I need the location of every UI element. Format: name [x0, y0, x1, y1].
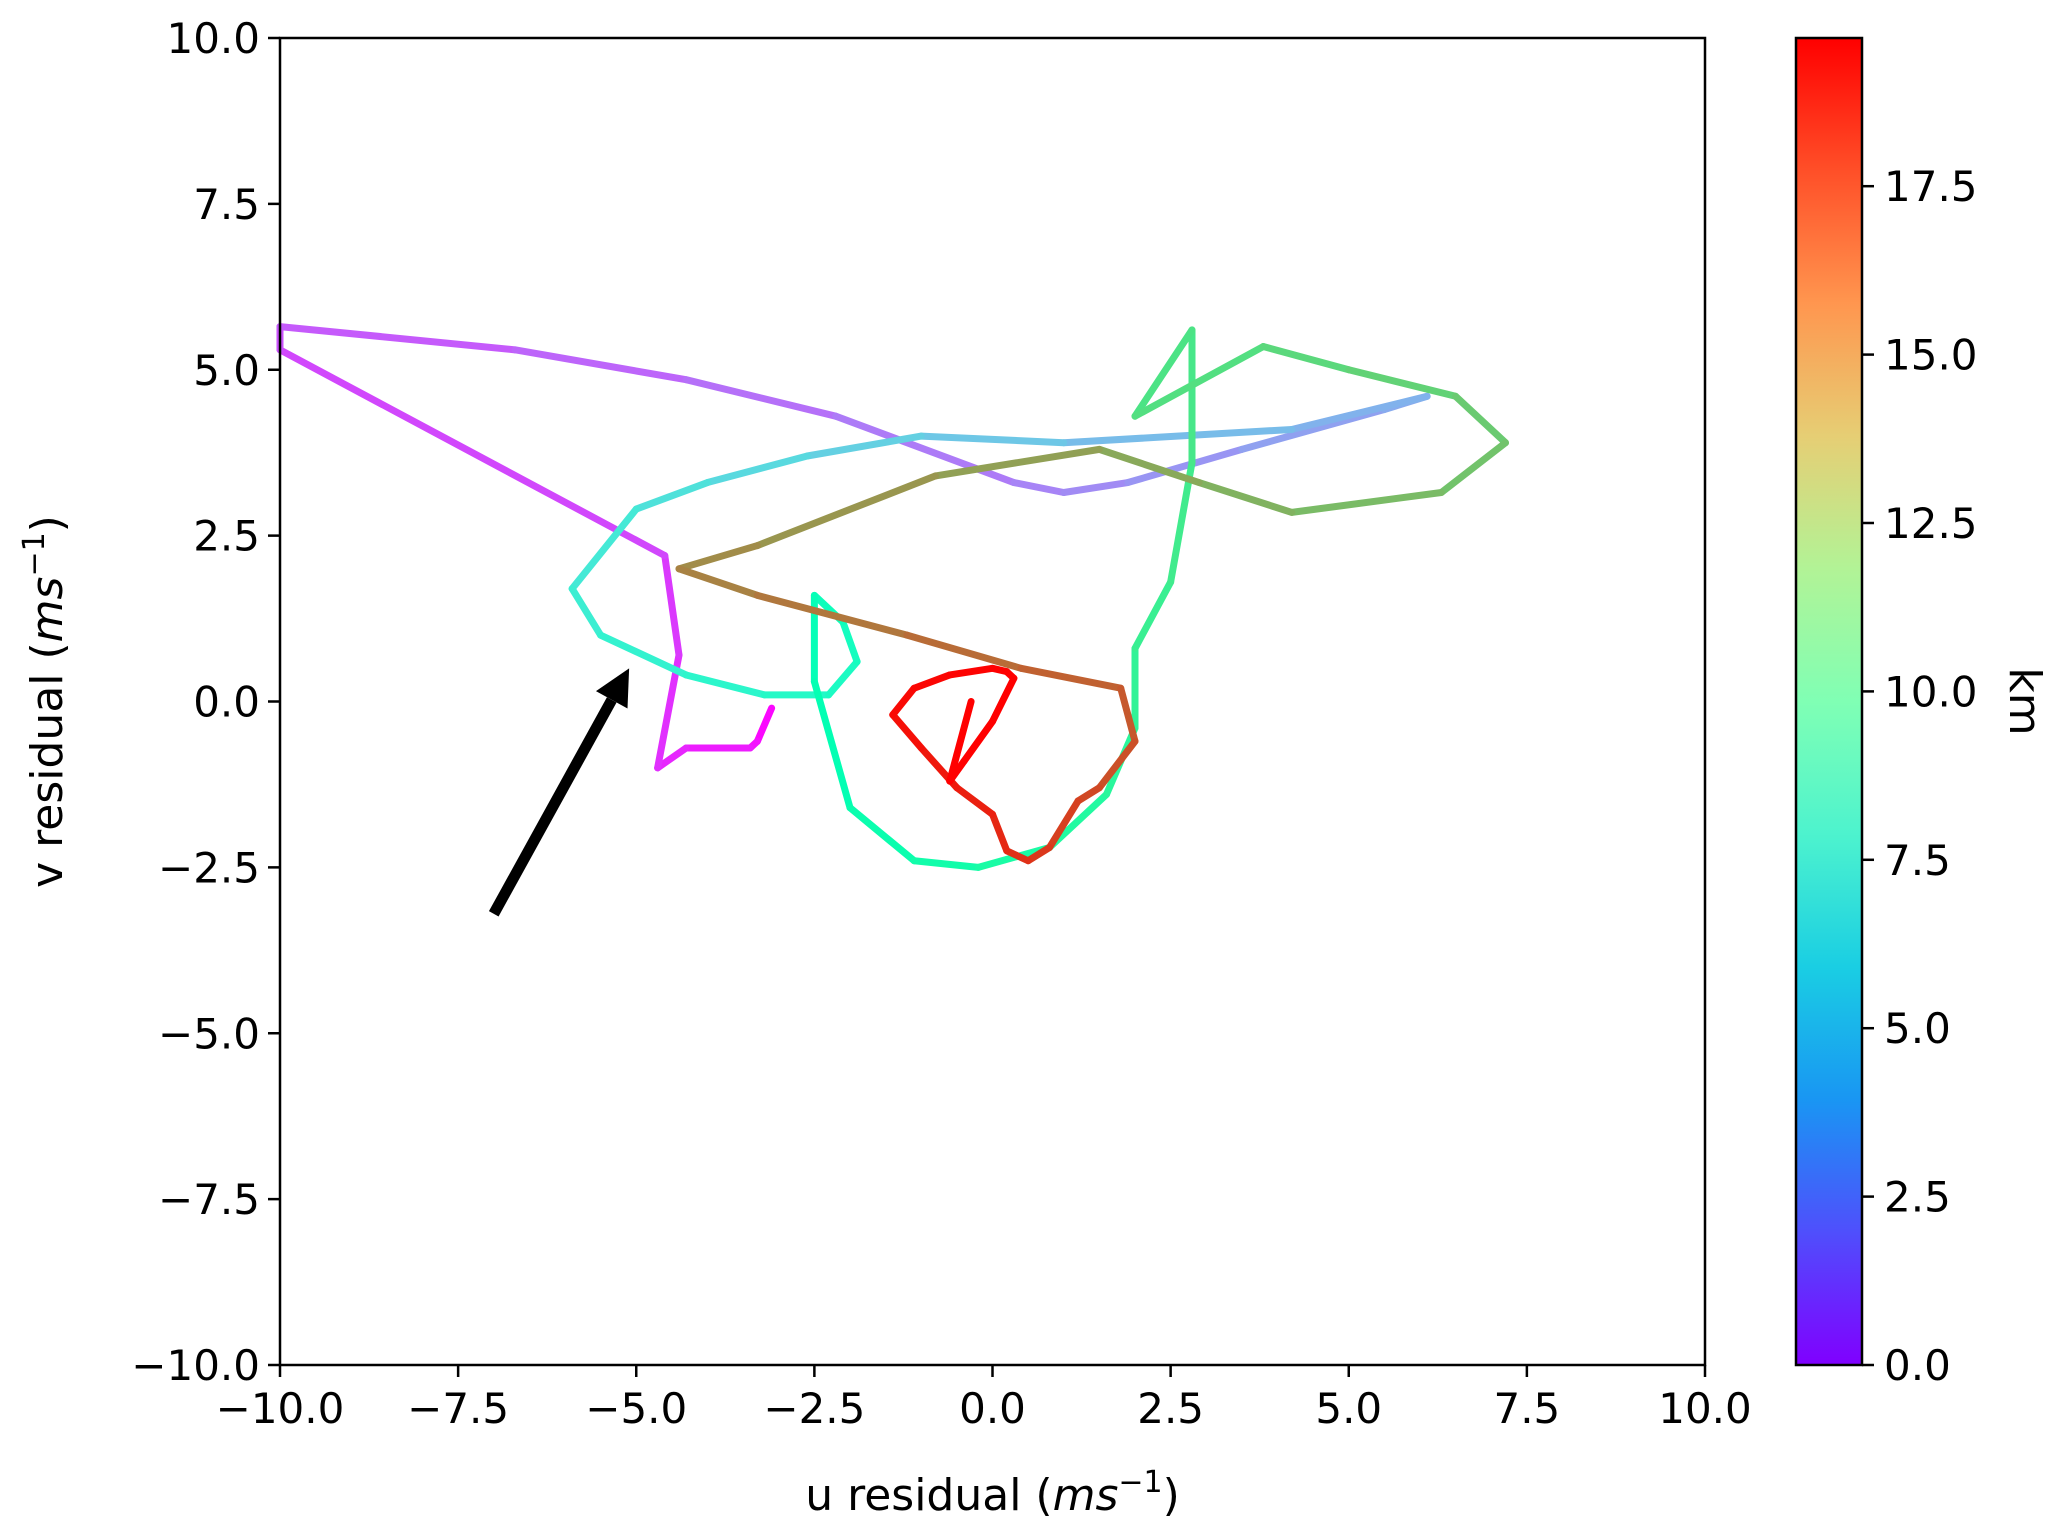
- hodograph-segment: [597, 631, 690, 679]
- colorbar-tick-label: 0.0: [1884, 1341, 1951, 1390]
- colorbar-tick-label: 15.0: [1884, 331, 1978, 380]
- hodograph-segment: [1095, 737, 1139, 792]
- colorbar-tick-label: 12.5: [1884, 499, 1978, 548]
- hodograph-segment: [1437, 439, 1509, 496]
- hodograph-segment: [1288, 392, 1431, 433]
- hodograph-segment: [753, 472, 939, 550]
- hodograph-segment: [753, 704, 776, 745]
- hodograph-segment: [1017, 664, 1125, 692]
- colorbar-tick-label: 2.5: [1884, 1173, 1951, 1222]
- plot-background: [280, 38, 1705, 1365]
- hodograph-segment: [889, 711, 925, 752]
- colorbar-tick-label: 17.5: [1884, 162, 1978, 211]
- x-axis-label: u residual (ms−1): [805, 1465, 1180, 1521]
- hodograph-segment: [989, 674, 1018, 725]
- hodograph-segment: [810, 678, 854, 812]
- hodograph-segment: [953, 784, 996, 818]
- hodograph-segment: [1074, 784, 1103, 805]
- annotation-arrow-head: [595, 668, 630, 709]
- x-tick-label: −2.5: [763, 1384, 865, 1433]
- hodograph-segment: [276, 346, 669, 560]
- y-tick-label: −2.5: [158, 843, 260, 892]
- y-tick-label: 0.0: [193, 678, 260, 727]
- hodograph-segment: [1124, 445, 1246, 487]
- hodograph-segment: [989, 810, 1011, 855]
- colorbar-label: km: [1999, 667, 2050, 735]
- hodograph-segment: [960, 717, 996, 765]
- hodograph-segment: [903, 631, 1025, 672]
- hodograph-segment: [953, 698, 975, 759]
- hodograph-segment: [675, 542, 761, 573]
- hodograph-segment: [1095, 445, 1203, 487]
- hodograph-segment: [803, 432, 925, 460]
- x-tick-label: 0.0: [959, 1384, 1026, 1433]
- x-tick-label: 5.0: [1315, 1384, 1382, 1433]
- y-axis-label: v residual (ms−1): [17, 515, 73, 888]
- hodograph-segment: [917, 432, 1068, 447]
- y-tick-label: −7.5: [158, 1175, 260, 1224]
- hodograph-segment: [1003, 847, 1032, 865]
- hodograph-segment: [946, 751, 961, 785]
- x-tick-label: 10.0: [1658, 1384, 1752, 1433]
- hodograph-segment: [1131, 343, 1267, 420]
- hodograph-segment: [661, 552, 683, 659]
- hodograph-segment: [846, 804, 918, 865]
- hodograph-segment: [825, 658, 861, 699]
- hodograph-segment: [682, 671, 768, 699]
- hodograph-segment: [839, 618, 861, 666]
- hodograph-segment: [675, 565, 761, 599]
- y-tick-label: 2.5: [193, 512, 260, 561]
- hodograph-segment: [1060, 479, 1132, 496]
- hodograph-segment: [568, 585, 605, 639]
- hodograph-segment: [682, 376, 840, 420]
- hodograph-series: [276, 323, 1509, 871]
- hodograph-segment: [1452, 392, 1509, 447]
- hodograph-segment: [1046, 797, 1082, 851]
- y-tick-label: 7.5: [193, 180, 260, 229]
- hodograph-segment: [1238, 406, 1388, 453]
- hodograph-segment: [654, 744, 690, 772]
- colorbar-ticks: 0.0 2.5 5.0 7.5 10.0 12.5 15.0 17.5: [1862, 162, 1978, 1390]
- annotation-arrow-shaft: [488, 697, 617, 917]
- hodograph-segment: [1060, 425, 1296, 447]
- hodograph-segment: [1195, 479, 1296, 516]
- colorbar-tick-label: 7.5: [1884, 836, 1951, 885]
- hodograph-segment: [910, 671, 954, 692]
- y-axis-ticks: −10.0 −7.5 −5.0 −2.5 0.0 2.5 5.0 7.5 10.0: [131, 14, 280, 1390]
- y-tick-label: 10.0: [166, 14, 260, 63]
- x-tick-label: −10.0: [216, 1384, 345, 1433]
- hodograph-segment: [654, 651, 683, 772]
- hodograph-segment: [1345, 366, 1460, 400]
- x-tick-label: 7.5: [1493, 1384, 1560, 1433]
- hodograph-segment: [1131, 578, 1175, 652]
- hodograph-segment: [704, 452, 811, 487]
- hodograph-segment: [1117, 684, 1139, 745]
- hodograph-segment: [910, 857, 982, 871]
- colorbar: [1794, 36, 1864, 1367]
- y-tick-label: −10.0: [131, 1341, 260, 1390]
- x-tick-label: −7.5: [407, 1384, 509, 1433]
- hodograph-segment: [932, 445, 1103, 480]
- y-tick-label: −5.0: [158, 1009, 260, 1058]
- hodograph-segment: [568, 505, 640, 593]
- hodograph-segment: [1288, 488, 1445, 516]
- x-tick-label: −5.0: [585, 1384, 687, 1433]
- x-tick-label: 2.5: [1137, 1384, 1204, 1433]
- hodograph-segment: [946, 664, 996, 679]
- hodograph-segment: [1259, 343, 1353, 374]
- annotation-layer: [488, 668, 630, 917]
- x-axis-ticks: −10.0 −7.5 −5.0 −2.5 0.0 2.5 5.0 7.5 10.0: [216, 1365, 1752, 1433]
- hodograph-segment: [1024, 843, 1053, 865]
- colorbar-tick-label: 5.0: [1884, 1004, 1951, 1053]
- hodograph-segment: [511, 346, 690, 384]
- colorbar-tick-label: 10.0: [1884, 667, 1978, 716]
- y-tick-label: 5.0: [193, 346, 260, 395]
- hodograph-segment: [889, 684, 918, 719]
- hodograph-segment: [276, 323, 519, 354]
- hodograph-segment: [1010, 479, 1068, 496]
- hodograph-segment: [632, 479, 711, 513]
- hodograph-segment: [753, 591, 911, 639]
- hodograph-segment: [1131, 326, 1196, 420]
